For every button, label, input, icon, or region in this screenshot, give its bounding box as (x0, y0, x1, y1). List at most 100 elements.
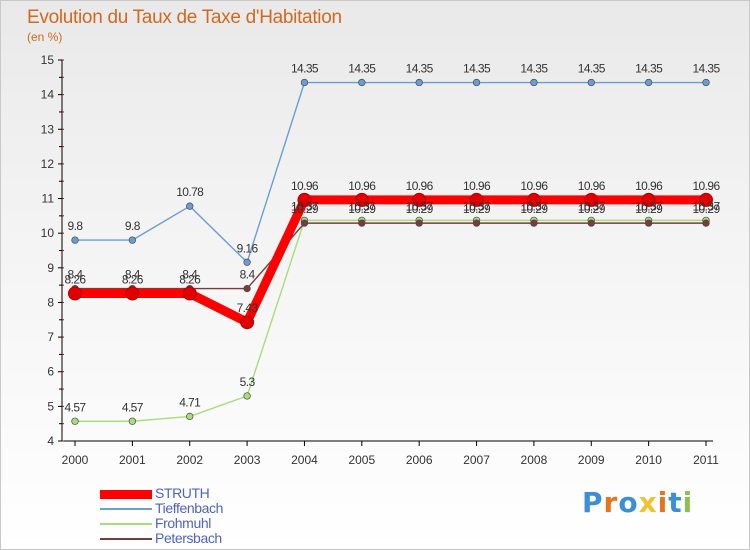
data-label-tieffenbach: 14.35 (635, 62, 663, 76)
data-point-struth (240, 315, 255, 330)
legend-label-petersbach: Petersbach (155, 530, 222, 546)
data-label-struth: 10.96 (635, 179, 663, 193)
legend-swatch-petersbach (100, 538, 152, 540)
data-point-tieffenbach (300, 78, 309, 87)
logo-letter: r (603, 486, 619, 519)
legend-label-frohmuhl: Frohmuhl (155, 515, 211, 531)
x-tick-label: 2002 (176, 453, 203, 467)
y-tick-label: 8 (47, 295, 54, 309)
data-label-tieffenbach: 14.35 (348, 62, 376, 76)
data-point-frohmuhl (186, 412, 194, 421)
data-label-petersbach: 10.29 (406, 202, 434, 216)
data-label-petersbach: 10.29 (578, 202, 606, 216)
x-tick-label: 2009 (578, 453, 605, 467)
x-tick-label: 2004 (291, 453, 318, 467)
data-point-struth (125, 286, 140, 301)
data-label-struth: 10.96 (578, 179, 606, 193)
logo-letter: x (638, 486, 658, 519)
logo-letter: t (668, 486, 683, 519)
data-point-tieffenbach (415, 78, 423, 87)
y-tick-label: 10 (41, 226, 55, 240)
data-label-petersbach: 8.4 (182, 268, 198, 282)
data-point-tieffenbach (186, 202, 194, 210)
data-point-petersbach (587, 219, 595, 227)
data-point-frohmuhl (71, 417, 79, 425)
data-label-petersbach: 8.4 (68, 268, 84, 282)
data-label-struth: 7.43 (237, 301, 259, 315)
legend-swatch-struth (100, 490, 152, 499)
data-label-tieffenbach: 14.35 (406, 62, 434, 76)
data-point-tieffenbach (358, 78, 366, 87)
x-tick-label: 2007 (463, 453, 490, 467)
series-line-struth (75, 195, 706, 327)
data-label-frohmuhl: 4.71 (179, 395, 201, 409)
data-label-petersbach: 8.4 (240, 268, 256, 282)
x-tick-label: 2008 (521, 453, 548, 467)
data-label-tieffenbach: 9.16 (237, 241, 259, 255)
logo-letter: P (582, 486, 604, 519)
data-point-petersbach (530, 219, 538, 227)
data-label-petersbach: 10.29 (692, 202, 720, 216)
chart-title: Evolution du Taux de Taxe d'Habitation (27, 7, 342, 28)
chart-axes: 4 5 6 7 8 9 10 11 12 13 14 15 2000 2001 2002 2003 2004 20… (41, 53, 720, 467)
logo-letter: i (657, 486, 669, 519)
data-label-tieffenbach: 14.35 (463, 62, 491, 76)
series-lines (75, 81, 706, 422)
data-label-frohmuhl: 10.37 (406, 199, 434, 213)
y-tick-label: 15 (41, 53, 55, 67)
data-label-tieffenbach: 14.35 (692, 62, 720, 76)
data-point-petersbach (472, 219, 481, 227)
data-label-petersbach: 10.29 (463, 202, 491, 216)
data-label-frohmuhl: 10.37 (463, 199, 491, 213)
y-tick-label: 7 (47, 330, 54, 344)
logo-letter: i (682, 486, 694, 519)
data-point-tieffenbach (644, 78, 653, 87)
data-label-frohmuhl: 10.37 (692, 199, 720, 213)
legend-label-tieffenbach: Tieffenbach (155, 500, 223, 516)
data-label-tieffenbach: 9.8 (125, 219, 141, 233)
data-label-frohmuhl: 10.37 (578, 199, 606, 213)
y-tick-label: 13 (41, 122, 55, 136)
data-point-struth (641, 192, 656, 207)
data-point-struth (68, 286, 82, 301)
data-point-petersbach (415, 219, 423, 227)
data-point-frohmuhl (243, 392, 251, 400)
data-label-tieffenbach: 10.78 (176, 185, 204, 199)
data-label-struth: 8.26 (179, 272, 201, 286)
x-tick-label: 2011 (693, 453, 719, 467)
proxiti-logo: Proxiti (582, 486, 693, 519)
data-label-struth: 10.96 (291, 179, 319, 193)
data-point-tieffenbach (71, 236, 79, 244)
y-tick-label: 9 (47, 261, 54, 275)
series-line-tieffenbach (75, 81, 706, 263)
y-tick-label: 5 (47, 399, 54, 413)
data-label-petersbach: 8.4 (125, 268, 141, 282)
data-point-petersbach (702, 219, 710, 227)
data-label-struth: 10.96 (692, 179, 720, 193)
data-label-struth: 10.96 (463, 179, 491, 193)
series-data-labels: 8.26 8.26 8.26 7.43 10.96 10.96 10.96 10.96 10.9… (65, 62, 722, 415)
y-tick-label: 6 (47, 365, 54, 379)
data-point-struth (354, 192, 369, 207)
x-tick-label: 2005 (348, 453, 375, 467)
data-point-tieffenbach (587, 78, 595, 87)
data-point-tieffenbach (128, 236, 137, 244)
data-label-struth: 10.96 (348, 179, 376, 193)
data-label-frohmuhl: 10.37 (520, 199, 548, 213)
chart-subtitle: (en %) (27, 30, 63, 44)
series-points (68, 78, 713, 425)
data-label-tieffenbach: 14.35 (578, 62, 606, 76)
data-point-tieffenbach (243, 258, 251, 266)
data-label-struth: 10.96 (406, 179, 434, 193)
data-point-frohmuhl (128, 417, 137, 425)
data-label-struth: 8.26 (65, 272, 87, 286)
data-label-struth: 10.96 (520, 179, 548, 193)
data-point-struth (584, 192, 599, 207)
data-label-struth: 8.26 (122, 272, 144, 286)
data-point-petersbach (243, 284, 251, 293)
data-label-frohmuhl: 4.57 (65, 400, 87, 414)
legend-swatch-tieffenbach (100, 508, 152, 510)
y-tick-label: 14 (41, 88, 55, 102)
y-tick-label: 12 (41, 157, 55, 171)
